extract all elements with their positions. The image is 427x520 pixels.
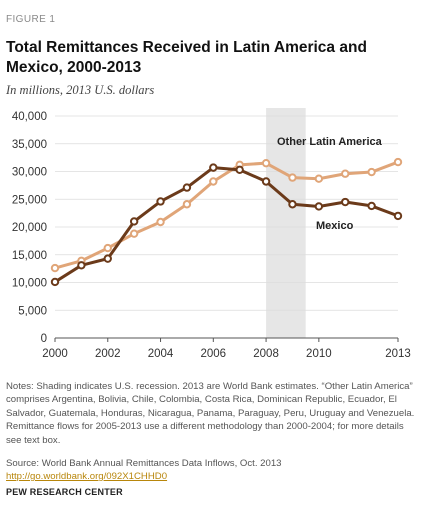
data-point bbox=[393, 157, 403, 167]
source-link[interactable]: http://go.worldbank.org/092X1CHHD0 bbox=[6, 471, 168, 482]
data-point bbox=[209, 163, 218, 172]
data-point bbox=[314, 202, 324, 211]
data-point bbox=[261, 158, 271, 168]
data-point bbox=[209, 177, 218, 186]
x-tick-label: 2006 bbox=[201, 348, 227, 360]
data-point bbox=[393, 211, 403, 221]
chart-subtitle: In millions, 2013 U.S. dollars bbox=[6, 83, 155, 97]
data-point bbox=[182, 183, 192, 192]
x-tick-label: 2013 bbox=[385, 348, 411, 360]
x-tick-label: 2002 bbox=[95, 348, 121, 360]
data-point bbox=[103, 254, 112, 263]
y-tick-label: 5,000 bbox=[18, 305, 47, 317]
data-point bbox=[129, 229, 139, 238]
data-point bbox=[261, 177, 271, 186]
line-chart: 0 5,000 10,000 15,000 20,000 25,000 30,000 35,0… bbox=[12, 108, 411, 360]
organization-label: PEW RESEARCH CENTER bbox=[6, 487, 123, 497]
data-point bbox=[341, 169, 350, 178]
chart-title: Total Remittances Received in Latin Amer… bbox=[6, 39, 367, 76]
x-tick-label: 2008 bbox=[253, 348, 279, 360]
data-point bbox=[288, 173, 297, 182]
chart-notes: Notes: Shading indicates U.S. recession.… bbox=[6, 381, 415, 446]
data-point bbox=[103, 243, 112, 253]
series-line-other-latin-america bbox=[54, 160, 399, 270]
chart-source: Source: World Bank Annual Remittances Da… bbox=[6, 458, 282, 469]
x-tick-label: 2000 bbox=[42, 348, 68, 360]
data-point bbox=[129, 217, 139, 226]
y-tick-label: 0 bbox=[41, 333, 47, 345]
series-line-mexico bbox=[54, 166, 399, 284]
y-tick-label: 35,000 bbox=[12, 139, 47, 151]
y-tick-label: 20,000 bbox=[12, 222, 47, 234]
y-tick-label: 25,000 bbox=[12, 194, 47, 206]
series-label: Other Latin America bbox=[277, 136, 383, 148]
figure-label: FIGURE 1 bbox=[6, 14, 56, 25]
data-point bbox=[367, 167, 376, 177]
data-point bbox=[235, 165, 244, 175]
data-point bbox=[50, 263, 60, 273]
data-point bbox=[341, 197, 350, 207]
series-label: Mexico bbox=[316, 220, 354, 232]
y-tick-label: 15,000 bbox=[12, 250, 47, 262]
data-point bbox=[288, 200, 297, 209]
data-point bbox=[182, 200, 192, 209]
recession-shading bbox=[266, 108, 306, 338]
y-tick-label: 30,000 bbox=[12, 167, 47, 179]
data-point bbox=[50, 277, 60, 287]
x-tick-label: 2010 bbox=[306, 348, 332, 360]
data-point bbox=[156, 197, 165, 206]
x-tick-label: 2004 bbox=[148, 348, 174, 360]
data-point bbox=[156, 217, 165, 227]
data-point bbox=[314, 174, 324, 183]
data-point bbox=[367, 201, 376, 211]
y-tick-label: 40,000 bbox=[12, 111, 47, 123]
data-point bbox=[77, 261, 86, 270]
y-tick-label: 10,000 bbox=[12, 278, 47, 290]
